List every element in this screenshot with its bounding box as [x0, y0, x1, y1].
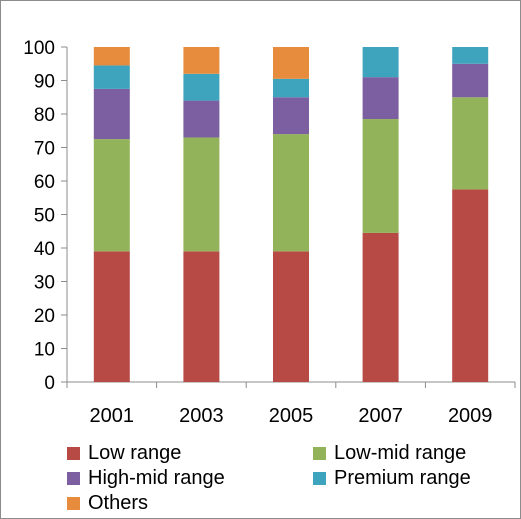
- bar-segment: [452, 97, 489, 190]
- bar-segment: [362, 47, 399, 78]
- y-tick-label: 60: [34, 172, 55, 193]
- bar-segment: [273, 78, 309, 98]
- bar-segment: [362, 77, 399, 120]
- y-tick-label: 20: [34, 306, 55, 327]
- bar-segment: [93, 251, 130, 382]
- legend-item: High-mid range: [67, 467, 225, 490]
- y-tick-label: 10: [34, 340, 55, 361]
- legend-swatch: [67, 472, 80, 485]
- stacked-bar-chart: 0 10 20 30 40 50 60 70 80 90 100 2001 2003 2005 2007 20…: [23, 38, 516, 427]
- legend-swatch: [67, 447, 80, 460]
- bar-segment: [183, 73, 220, 101]
- y-tick-label: 0: [44, 373, 55, 394]
- bar-segment: [183, 251, 220, 382]
- bar-segment: [93, 88, 130, 140]
- legend-label: High-mid range: [88, 467, 225, 489]
- bar-segment: [273, 251, 309, 382]
- x-tick-label: 2007: [358, 405, 403, 427]
- bar-segment: [183, 137, 220, 252]
- legend-item: Others: [67, 492, 148, 515]
- legend-label: Premium range: [334, 467, 471, 489]
- bar-segment: [452, 63, 489, 98]
- y-tick-label: 50: [34, 206, 55, 227]
- y-tick-label: 90: [34, 72, 55, 93]
- legend-label: Others: [88, 492, 149, 514]
- x-tick-label: 2003: [179, 405, 224, 427]
- bar-segment: [93, 65, 130, 89]
- bar-segment: [183, 47, 220, 74]
- x-tick-label: 2009: [448, 405, 493, 427]
- bar-segment: [273, 47, 309, 79]
- legend-item: Premium range: [313, 467, 471, 490]
- y-tick-label: 100: [23, 38, 55, 59]
- bar-segment: [93, 139, 130, 252]
- y-tick-label: 70: [34, 139, 55, 160]
- legend-item: Low-mid range: [313, 442, 466, 465]
- bar-segment: [362, 232, 399, 382]
- legend-item: Low range: [67, 442, 181, 465]
- legend-swatch: [67, 497, 80, 510]
- bar-segment: [93, 47, 130, 66]
- bar-segment: [362, 119, 399, 233]
- y-tick-label: 80: [34, 105, 55, 126]
- legend-label: Low range: [88, 442, 182, 464]
- legend-swatch: [313, 447, 326, 460]
- bar-segment: [273, 134, 309, 252]
- bar-segment: [183, 100, 220, 138]
- bar-segment: [273, 97, 309, 135]
- x-tick-label: 2005: [269, 405, 314, 427]
- legend-label: Low-mid range: [334, 442, 467, 464]
- bar-segment: [452, 189, 489, 382]
- x-tick-label: 2001: [90, 405, 135, 427]
- legend-swatch: [313, 472, 326, 485]
- bar-segment: [452, 47, 489, 64]
- y-tick-label: 40: [34, 239, 55, 260]
- y-tick-label: 30: [34, 273, 55, 294]
